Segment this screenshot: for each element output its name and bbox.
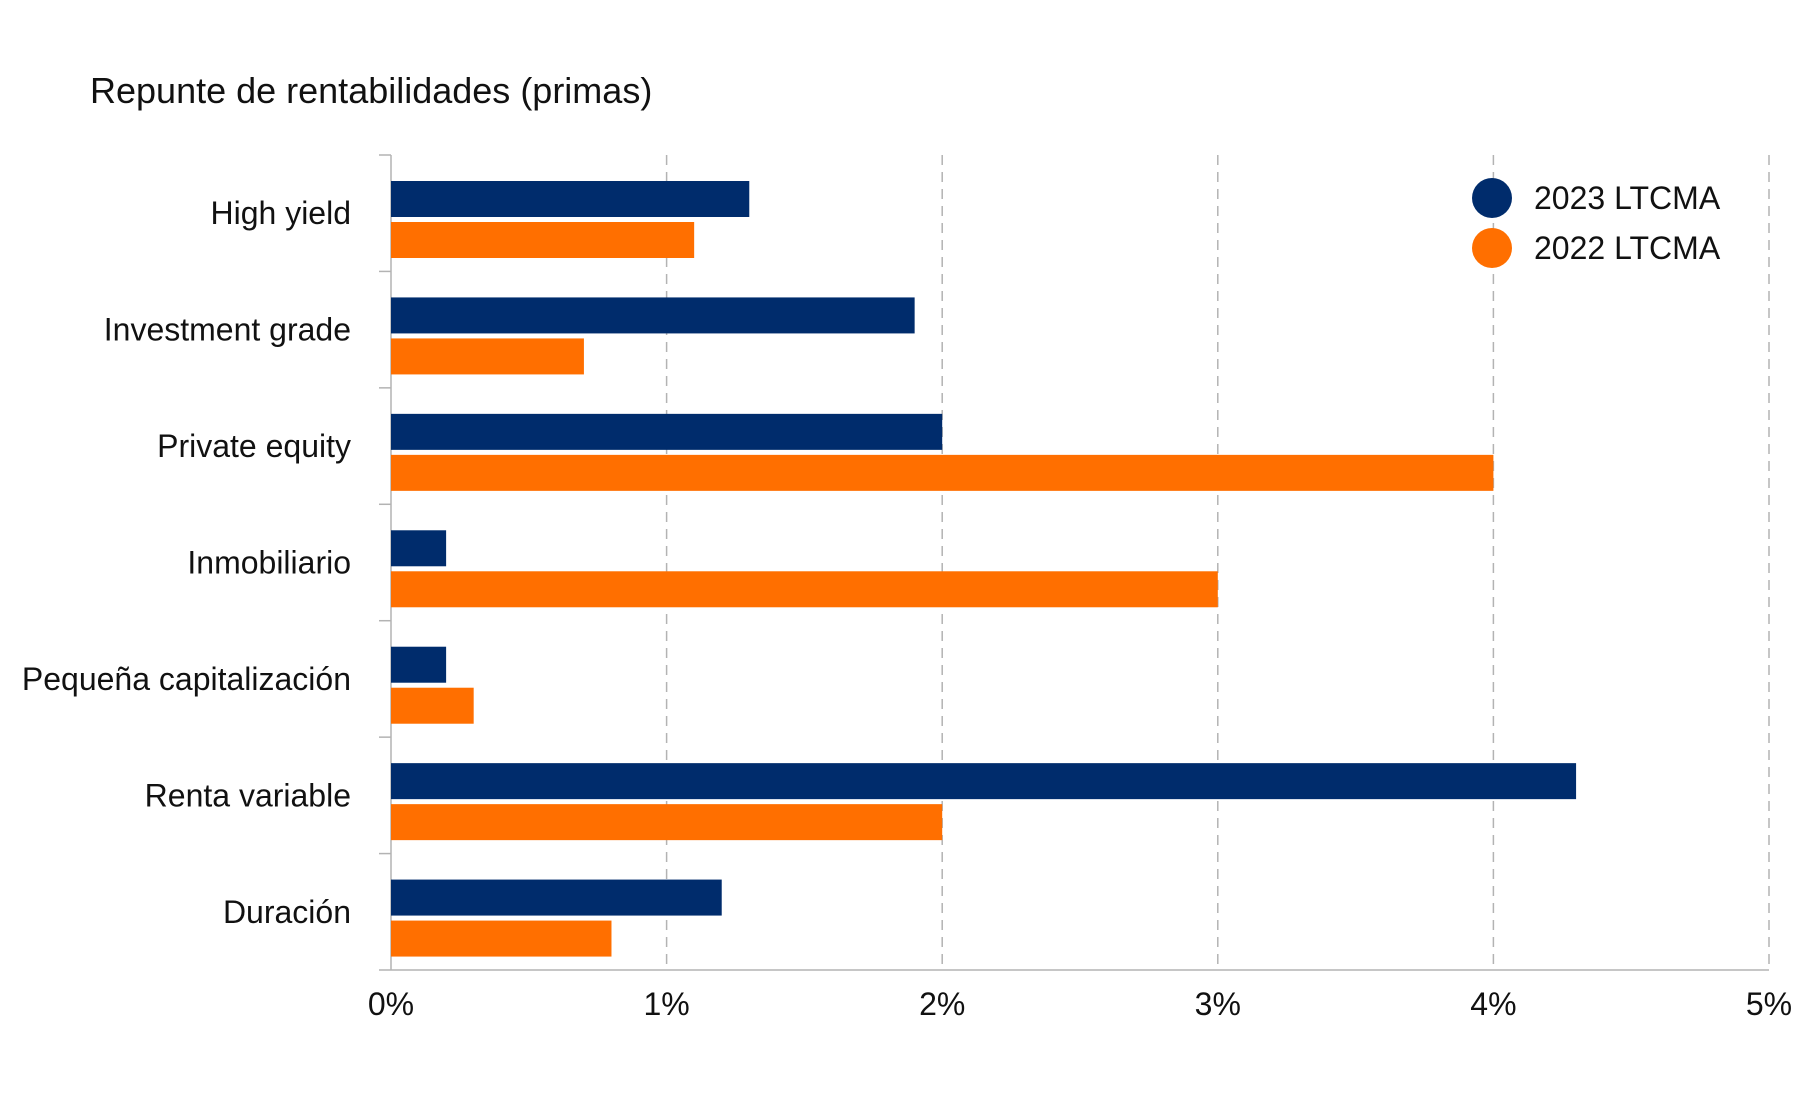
bar-series2-5 [391,804,943,841]
bar-series2-0 [391,222,695,258]
category-label: High yield [210,195,351,231]
category-label: Investment grade [104,312,351,348]
x-tick-label: 1% [643,986,689,1022]
bar-series2-6 [391,920,612,957]
legend-marker [1472,228,1512,268]
bar-series1-4 [391,646,447,683]
x-tick-label: 4% [1470,986,1516,1022]
legend-marker [1472,178,1512,218]
bar-series1-1 [391,297,915,334]
category-label: Inmobiliario [187,545,351,581]
chart-title: Repunte de rentabilidades (primas) [90,70,653,111]
bar-series1-0 [391,181,750,217]
bar-series2-1 [391,338,584,375]
category-label: Duración [223,894,351,930]
x-tick-label: 0% [368,986,414,1022]
bar-series1-3 [391,530,447,567]
category-label: Renta variable [145,777,351,813]
bar-series2-4 [391,687,474,724]
category-label: Pequeña capitalización [22,661,351,697]
x-tick-label: 3% [1195,986,1241,1022]
x-tick-label: 2% [919,986,965,1022]
legend-label: 2023 LTCMA [1534,180,1721,216]
bar-series1-2 [391,413,943,450]
bar-series1-6 [391,879,722,916]
bar-series2-2 [391,454,1494,491]
bar-series2-3 [391,571,1218,608]
category-label: Private equity [157,428,351,464]
bar-series1-5 [391,763,1577,800]
x-tick-label: 5% [1746,986,1792,1022]
legend-label: 2022 LTCMA [1534,230,1721,266]
